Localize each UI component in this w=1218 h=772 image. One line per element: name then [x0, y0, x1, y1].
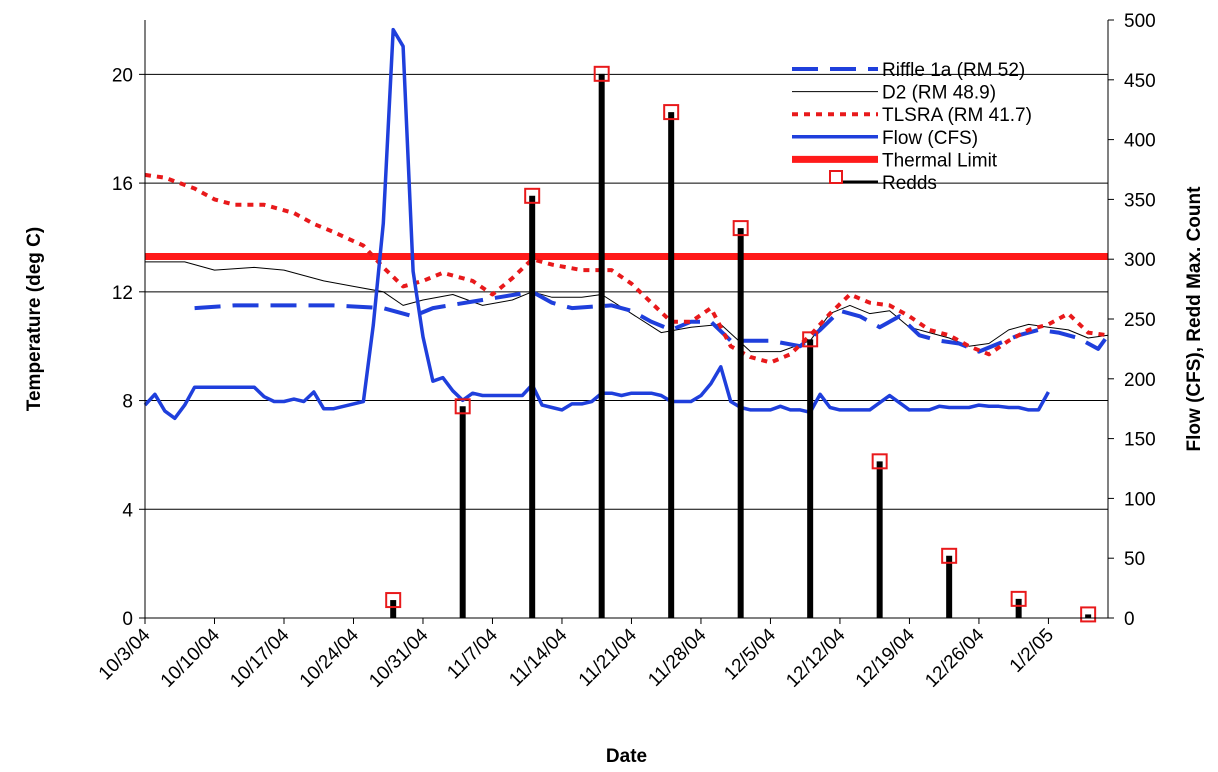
y-right-tick-label: 50: [1124, 549, 1145, 570]
redd-marker: [663, 104, 680, 121]
y-left-tick-label: 0: [122, 609, 133, 630]
y-left-tick-label: 20: [112, 65, 133, 86]
y-axis-left-title: Temperature (deg C): [24, 227, 45, 411]
x-tick-label: 11/28/04: [644, 624, 710, 690]
x-tick-label: 10/3/04: [95, 624, 155, 684]
legend-label: Thermal Limit: [882, 150, 998, 171]
redd-marker: [732, 220, 749, 237]
y-axis-right-title: Flow (CFS), Redd Max. Count: [1184, 186, 1205, 452]
redd-marker: [871, 453, 888, 470]
redd-marker: [802, 331, 819, 348]
y-right-tick-label: 100: [1124, 489, 1156, 510]
legend-item: D2 (RM 48.9): [792, 83, 996, 104]
x-tick-label: 10/10/04: [157, 624, 224, 691]
x-tick-label: 11/21/04: [575, 624, 641, 690]
y-left-tick-label: 12: [112, 283, 133, 304]
legend-item: Thermal Limit: [792, 150, 998, 171]
x-tick-label: 12/5/04: [720, 624, 780, 684]
series-line-riffle-1a-rm-52: [194, 289, 1110, 354]
x-tick-label: 10/31/04: [365, 624, 432, 691]
legend-item: Redds: [829, 170, 937, 194]
series-layer: [143, 27, 1110, 421]
legend-item: TLSRA (RM 41.7): [792, 105, 1032, 126]
series-line-flow-cfs: [143, 27, 1050, 421]
legend-label: Riffle 1a (RM 52): [882, 60, 1025, 81]
redd-marker: [454, 398, 471, 415]
y-right-tick-label: 450: [1124, 71, 1156, 92]
y-right-tick-label: 200: [1124, 370, 1156, 391]
legend-item: Riffle 1a (RM 52): [792, 60, 1025, 81]
x-tick-label: 12/19/04: [852, 624, 919, 691]
legend-label: TLSRA (RM 41.7): [882, 105, 1032, 126]
y-right-tick-label: 300: [1124, 250, 1156, 271]
legend-item: Flow (CFS): [792, 128, 978, 149]
y-right-tick-label: 500: [1124, 11, 1156, 32]
x-tick-label: 11/14/04: [505, 624, 571, 690]
y-right-tick-label: 250: [1124, 310, 1156, 331]
x-tick-label: 1/2/05: [1006, 625, 1058, 677]
axes: [139, 19, 1114, 624]
redd-marker: [941, 547, 958, 564]
redd-marker: [593, 65, 610, 82]
redd-marker: [1010, 590, 1027, 607]
legend-marker: [829, 170, 843, 184]
legend-label: Flow (CFS): [882, 128, 978, 149]
y-left-tick-label: 16: [112, 174, 133, 195]
legend-label: D2 (RM 48.9): [882, 83, 996, 104]
y-right-tick-label: 150: [1124, 430, 1156, 451]
legend: Riffle 1a (RM 52)D2 (RM 48.9)TLSRA (RM 4…: [792, 60, 1032, 194]
redd-marker: [385, 592, 402, 609]
y-right-tick-label: 0: [1124, 609, 1135, 630]
x-axis-title: Date: [606, 746, 647, 767]
y-right-tick-label: 400: [1124, 131, 1156, 152]
series-line-tlsra-rm-41-7: [144, 172, 1109, 365]
legend-label: Redds: [882, 173, 937, 194]
x-tick-label: 10/17/04: [226, 624, 293, 691]
redd-marker: [524, 187, 541, 204]
y-right-tick-label: 350: [1124, 190, 1156, 211]
x-tick-label: 11/7/04: [443, 624, 502, 683]
redd-marker: [1080, 606, 1097, 623]
redds-layer: [385, 65, 1097, 623]
y-left-tick-label: 4: [122, 500, 133, 521]
x-tick-label: 12/26/04: [921, 624, 988, 691]
y-left-tick-label: 8: [122, 392, 133, 413]
x-tick-label: 10/24/04: [296, 624, 363, 691]
x-tick-label: 12/12/04: [782, 624, 849, 691]
